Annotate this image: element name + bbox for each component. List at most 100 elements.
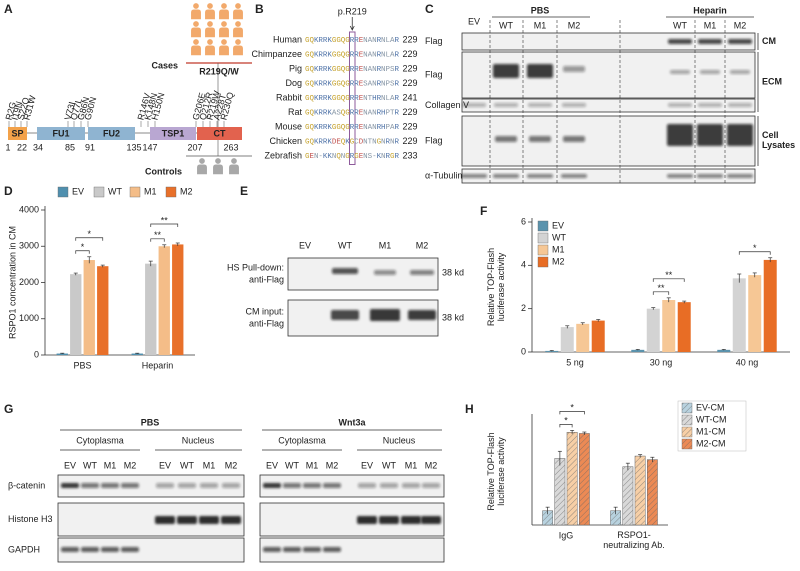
lane-label: EV — [266, 460, 278, 470]
person-body — [219, 27, 229, 38]
band — [667, 174, 693, 178]
cases-label: Cases — [151, 60, 178, 70]
significance-bracket — [150, 238, 165, 242]
lane-label: M1 — [104, 460, 117, 470]
bar — [748, 275, 762, 352]
bar — [677, 302, 691, 352]
person-body — [191, 9, 201, 20]
row-label: CM input: — [245, 306, 284, 316]
significance-bracket — [75, 250, 90, 254]
species-label: Chicken — [269, 136, 302, 146]
band — [670, 70, 690, 74]
lane-label: WT — [338, 240, 352, 250]
lane-label: M2 — [416, 240, 429, 250]
lane-label: M1 — [203, 460, 216, 470]
domain-label: FU1 — [52, 128, 69, 138]
legend-label: M1 — [552, 244, 565, 254]
band — [698, 39, 722, 44]
sequence-end: 241 — [403, 92, 418, 102]
sequence: GQKRRKGGQGRRENANRNLAR — [305, 51, 399, 59]
lane-label: EV — [299, 240, 311, 250]
band — [221, 516, 241, 524]
y-axis-label: RSPO1 concentration in CM — [7, 226, 17, 339]
legend-swatch — [129, 186, 141, 198]
x-tick-label: 5 ng — [566, 357, 584, 367]
y-tick-label: 4000 — [19, 204, 39, 214]
band — [667, 124, 693, 146]
sequence-end: 229 — [403, 49, 418, 59]
bar — [158, 246, 170, 355]
band — [697, 174, 723, 178]
sequence: GQKRRKGGQGRRENTHRNLAR — [305, 95, 399, 103]
position-label: 135 — [126, 142, 141, 152]
lane-label: WT — [83, 460, 97, 470]
panel-label: G — [4, 402, 13, 416]
lane-label: M2 — [225, 460, 238, 470]
domain-label: TSP1 — [162, 128, 185, 138]
bar — [732, 278, 746, 352]
group-label: PBS — [531, 5, 550, 15]
band — [421, 516, 441, 524]
person-head — [193, 3, 199, 9]
legend-swatch — [165, 186, 177, 198]
significance-label: * — [87, 229, 91, 239]
lane-label: EV — [468, 16, 480, 26]
significance-label: * — [564, 416, 568, 426]
person-body — [191, 45, 201, 56]
variant-label: I19N — [10, 100, 25, 121]
band — [283, 483, 301, 488]
position-label: 34 — [33, 142, 43, 152]
position-label: 147 — [142, 142, 157, 152]
band — [81, 547, 99, 552]
bar — [554, 458, 566, 526]
person-head — [193, 21, 199, 27]
person-head — [235, 39, 241, 45]
lane-label: EV — [64, 460, 76, 470]
lane-label: WT — [285, 460, 299, 470]
panel-label: A — [4, 2, 13, 16]
band — [493, 64, 519, 78]
person-body — [197, 164, 207, 175]
band — [379, 516, 399, 524]
significance-bracket — [559, 424, 573, 428]
band — [668, 103, 692, 107]
band — [561, 174, 587, 178]
person-head — [199, 158, 205, 164]
bar — [97, 266, 109, 355]
band — [527, 174, 553, 178]
band — [529, 136, 551, 142]
band — [493, 174, 519, 178]
y-tick-label: 6 — [521, 216, 526, 226]
bar — [646, 459, 658, 526]
domain — [37, 127, 85, 140]
row-label: anti-Flag — [249, 318, 284, 328]
significance-bracket — [150, 223, 179, 227]
position-label: 22 — [17, 142, 27, 152]
band — [380, 483, 398, 488]
domain-label: FU2 — [103, 128, 120, 138]
bar — [70, 274, 82, 355]
legend-label: M2 — [552, 256, 565, 266]
x-tick-label: 40 ng — [736, 357, 759, 367]
band — [697, 124, 723, 146]
person-body — [205, 27, 215, 38]
sequence: GQKRRKDEQKGCDNTNGNRNR — [305, 138, 399, 146]
legend-swatch — [681, 402, 693, 414]
domain-label: SP — [11, 128, 23, 138]
band — [408, 310, 436, 320]
band — [422, 483, 440, 488]
band — [730, 70, 750, 74]
group-label: PBS — [141, 417, 160, 427]
fraction-label: CM — [762, 36, 776, 46]
fraction-label: Nucleus — [182, 435, 215, 445]
legend-swatch — [537, 256, 549, 268]
y-tick-label: 4 — [521, 260, 526, 270]
person-body — [233, 9, 243, 20]
legend-box — [677, 400, 747, 452]
y-tick-label: 2 — [521, 303, 526, 313]
blot — [57, 474, 245, 498]
sequence-end: 229 — [403, 107, 418, 117]
marker-arrow — [349, 17, 355, 31]
position-label: 91 — [85, 142, 95, 152]
panel-label: C — [425, 2, 434, 16]
